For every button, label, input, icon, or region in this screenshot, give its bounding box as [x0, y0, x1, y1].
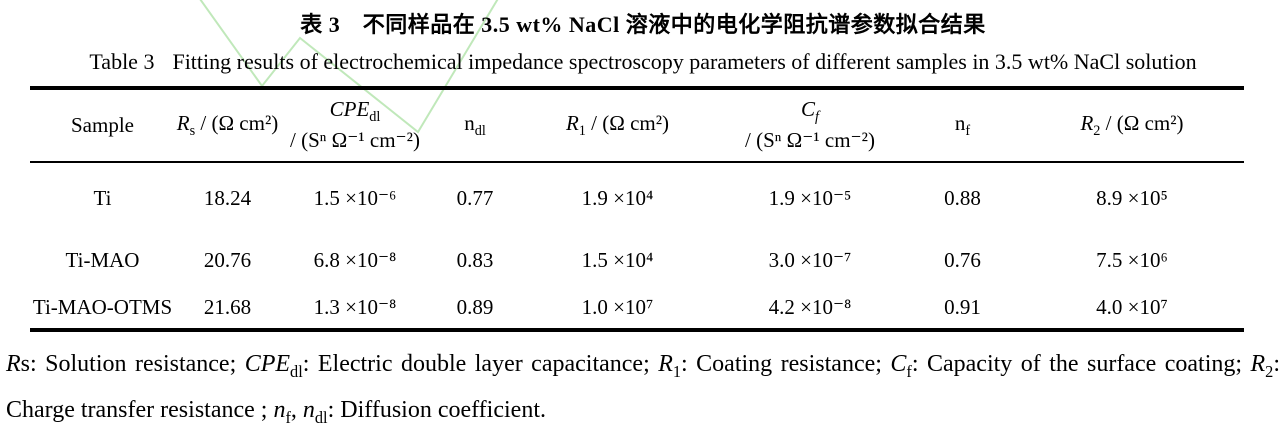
caption-text: Fitting results of electrochemical imped…	[172, 49, 1197, 74]
cell-cf: 3.0 ×10⁻⁷	[768, 247, 852, 272]
cell-cpe: 1.5 ×10⁻⁶	[313, 186, 397, 210]
table-caption-english: Table 3 Fitting results of electrochemica…	[0, 49, 1286, 75]
table-body: Ti 18.24 1.5 ×10⁻⁶ 0.77 1.9 ×10⁴ 1.9 ×10…	[30, 162, 1244, 330]
cell-r1: 1.9 ×10⁴	[581, 186, 654, 210]
col-header-rs: Rs / (Ω cm²)	[176, 110, 279, 140]
cell-ndl: 0.77	[456, 186, 494, 210]
caption-table-number: Table 3	[89, 49, 155, 74]
col-header-r1: R1 / (Ω cm²)	[565, 110, 670, 140]
col-header-n-f: nf	[954, 110, 971, 140]
header-row: Sample Rs / (Ω cm²) CPEdl / (Sⁿ Ω⁻¹ cm⁻²…	[30, 88, 1244, 162]
cell-sample: Ti	[93, 186, 112, 210]
cell-sample: Ti-MAO	[65, 247, 140, 272]
table-header: Sample Rs / (Ω cm²) CPEdl / (Sⁿ Ω⁻¹ cm⁻²…	[30, 88, 1244, 162]
cell-r2: 7.5 ×10⁶	[1096, 247, 1168, 272]
cell-r1: 1.5 ×10⁴	[581, 247, 654, 272]
cell-ndl: 0.89	[456, 294, 494, 319]
cell-ndl: 0.83	[456, 247, 494, 272]
cell-cf: 4.2 ×10⁻⁸	[768, 294, 852, 319]
col-header-sample: Sample	[71, 113, 134, 137]
col-header-cf: Cf / (Sⁿ Ω⁻¹ cm⁻²)	[745, 96, 875, 152]
table-row-ti-mao-otms: Ti-MAO-OTMS 21.68 1.3 ×10⁻⁸ 0.89 1.0 ×10…	[30, 286, 1244, 330]
cell-nf: 0.88	[944, 186, 981, 210]
eis-parameters-table: Sample Rs / (Ω cm²) CPEdl / (Sⁿ Ω⁻¹ cm⁻²…	[30, 86, 1244, 332]
table-row-ti-mao: Ti-MAO 20.76 6.8 ×10⁻⁸ 0.83 1.5 ×10⁴ 3.0…	[30, 234, 1244, 286]
table-footnote: Rs: Solution resistance; CPEdl: Electric…	[6, 351, 1280, 425]
cell-nf: 0.91	[944, 294, 981, 319]
cell-r2: 4.0 ×10⁷	[1096, 294, 1168, 319]
col-header-r2: R2 / (Ω cm²)	[1080, 110, 1184, 140]
cell-rs: 18.24	[203, 186, 252, 210]
cell-cpe: 1.3 ×10⁻⁸	[313, 294, 397, 319]
col-header-cpe-dl: CPEdl / (Sⁿ Ω⁻¹ cm⁻²)	[290, 96, 420, 152]
cell-cf: 1.9 ×10⁻⁵	[768, 186, 852, 210]
col-header-n-dl: ndl	[464, 110, 486, 140]
table-title-chinese: 表 3 不同样品在 3.5 wt% NaCl 溶液中的电化学阻抗谱参数拟合结果	[300, 12, 986, 37]
cell-nf: 0.76	[944, 247, 981, 272]
cell-rs: 21.68	[203, 294, 252, 319]
cell-cpe: 6.8 ×10⁻⁸	[313, 247, 397, 272]
cell-sample: Ti-MAO-OTMS	[32, 294, 173, 319]
cell-rs: 20.76	[203, 247, 252, 272]
cell-r2: 8.9 ×10⁵	[1096, 186, 1168, 210]
table-row-ti: Ti 18.24 1.5 ×10⁻⁶ 0.77 1.9 ×10⁴ 1.9 ×10…	[30, 162, 1244, 234]
cell-r1: 1.0 ×10⁷	[581, 294, 654, 319]
